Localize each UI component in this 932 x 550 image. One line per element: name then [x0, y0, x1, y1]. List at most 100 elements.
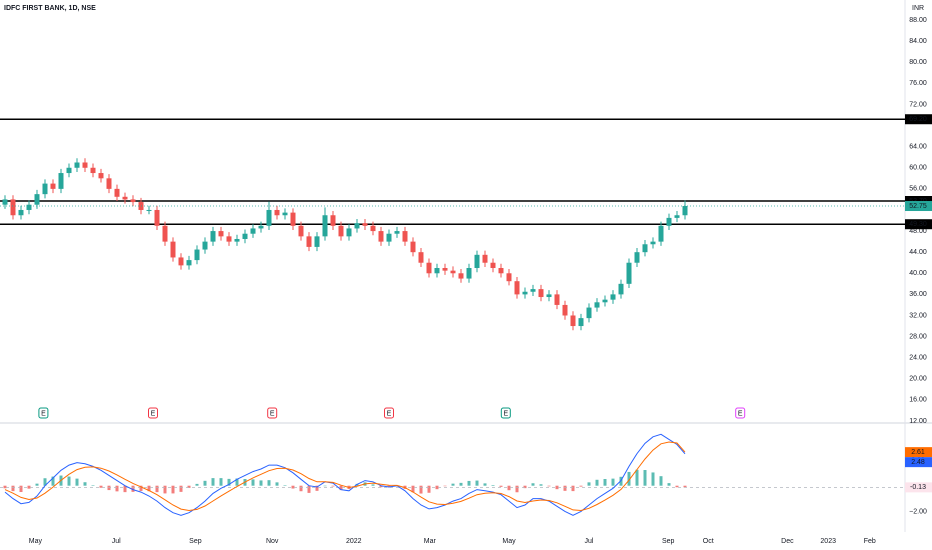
candle-body: [202, 241, 208, 250]
candle-body: [634, 252, 640, 263]
candle-body: [658, 225, 664, 242]
histogram-bar: [267, 480, 271, 486]
histogram-bar: [315, 485, 319, 491]
earnings-label: E: [738, 410, 743, 417]
histogram-bar: [331, 485, 335, 487]
earnings-label: E: [387, 410, 392, 417]
candle-body: [162, 225, 168, 242]
histogram-bar: [291, 485, 295, 489]
histogram-bar: [443, 485, 447, 487]
macd-line: [4, 441, 686, 512]
candle-body: [602, 299, 608, 303]
candle-body: [362, 223, 368, 226]
last-price-label: 52.75: [909, 203, 927, 210]
histogram-bar: [179, 485, 183, 492]
y-tick-label: 84.00: [909, 38, 927, 45]
y-tick-label: 80.00: [909, 59, 927, 66]
histogram-bar: [603, 479, 607, 486]
candle-body: [418, 252, 424, 263]
y-tick-label: 24.00: [909, 355, 927, 362]
y-tick-label: 76.00: [909, 80, 927, 87]
y-tick-label: 72.00: [909, 101, 927, 108]
x-tick-label: Feb: [864, 538, 876, 545]
histogram-bar: [371, 484, 375, 486]
level-label: 49.30: [909, 221, 927, 228]
histogram-bar: [195, 483, 199, 486]
y-tick-label: 64.00: [909, 144, 927, 151]
candle-body: [34, 194, 40, 205]
histogram-bar: [299, 485, 303, 492]
candle-body: [234, 238, 240, 242]
candle-body: [514, 281, 520, 295]
candle-body: [354, 223, 360, 229]
y-tick-label: 60.00: [909, 165, 927, 172]
histogram-bar: [659, 476, 663, 486]
candle-body: [322, 215, 328, 237]
candle-body: [82, 162, 88, 168]
x-tick-label: Mar: [424, 538, 437, 545]
histogram-bar: [579, 485, 583, 487]
histogram-bar: [43, 478, 47, 486]
last-price-tag: [905, 201, 932, 212]
candle-body: [546, 294, 552, 298]
candle-body: [474, 254, 480, 269]
y-tick-label: 88.00: [909, 17, 927, 24]
candle-body: [42, 183, 48, 195]
candle-body: [642, 244, 648, 253]
candle-body: [106, 178, 112, 189]
histogram-bar: [483, 483, 487, 486]
x-tick-label: Jul: [585, 538, 594, 545]
histogram-bar: [307, 485, 311, 493]
x-tick-label: May: [502, 538, 516, 545]
earnings-marker: [500, 407, 511, 419]
histogram-bar: [67, 476, 71, 486]
x-tick-label: Jul: [112, 538, 121, 545]
histogram-bar: [571, 485, 575, 492]
candle-body: [250, 228, 256, 234]
y-tick-label: 20.00: [909, 376, 927, 383]
candle-body: [482, 254, 488, 263]
y-tick-label: 40.00: [909, 270, 927, 277]
candle-body: [154, 209, 160, 226]
series-last-tag: [905, 447, 932, 458]
candle-body: [498, 268, 504, 274]
histogram-bar: [611, 478, 615, 486]
histogram-bar: [131, 485, 135, 492]
histogram-bar: [451, 483, 455, 486]
histogram-bar: [27, 485, 31, 489]
histogram-bar: [203, 480, 207, 486]
earnings-marker: [384, 407, 394, 419]
candle-body: [402, 231, 408, 242]
histogram-bar: [467, 480, 471, 486]
earnings-label: E: [503, 410, 508, 417]
candle-body: [522, 291, 528, 295]
candle-body: [98, 173, 104, 179]
histogram-bar: [219, 478, 223, 486]
candle-body: [586, 307, 592, 319]
histogram-bar: [147, 485, 151, 492]
candle-body: [554, 294, 560, 305]
candle-body: [466, 268, 472, 279]
candle-body: [618, 283, 624, 295]
candle-body: [674, 215, 680, 218]
earnings-marker: [148, 407, 158, 419]
x-tick-label: 2023: [820, 538, 836, 545]
candle-body: [122, 196, 128, 200]
x-tick-label: Sep: [662, 538, 675, 545]
candle-body: [274, 209, 280, 216]
histogram-bar: [419, 485, 423, 494]
candle-body: [290, 212, 296, 226]
earnings-marker: [735, 407, 746, 419]
candle-body: [434, 268, 440, 274]
candle-body: [258, 225, 264, 229]
candle-body: [298, 225, 304, 237]
candle-body: [186, 260, 192, 266]
candle-body: [170, 241, 176, 258]
histogram-bar: [115, 485, 119, 492]
histogram-last-label: -0.13: [910, 484, 926, 491]
candle-body: [314, 236, 320, 247]
y-tick-label: 16.00: [909, 397, 927, 404]
candle-body: [90, 167, 96, 174]
histogram-bar: [163, 485, 167, 494]
histogram-bar: [547, 485, 551, 487]
